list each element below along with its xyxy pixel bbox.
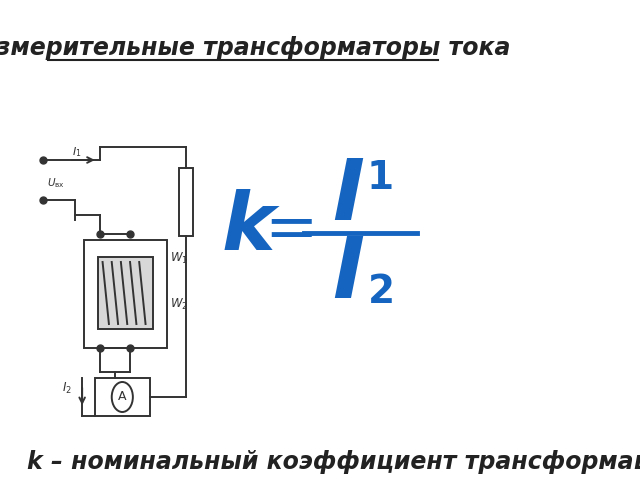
Bar bbox=[179, 168, 193, 236]
Text: $U_{\mathregular{вх}}$: $U_{\mathregular{вх}}$ bbox=[47, 176, 65, 190]
Bar bbox=[98, 257, 152, 329]
Text: k – номинальный коэффициент трансформации: k – номинальный коэффициент трансформаци… bbox=[28, 450, 640, 474]
Text: $=$: $=$ bbox=[252, 197, 314, 259]
Text: $\boldsymbol{1}$: $\boldsymbol{1}$ bbox=[366, 159, 393, 197]
Text: A: A bbox=[118, 391, 127, 404]
Text: $\boldsymbol{2}$: $\boldsymbol{2}$ bbox=[367, 273, 392, 311]
Text: $I_2$: $I_2$ bbox=[63, 381, 72, 396]
Text: $I_1$: $I_1$ bbox=[72, 145, 81, 159]
Bar bbox=[84, 240, 166, 348]
Text: $\boldsymbol{I}$: $\boldsymbol{I}$ bbox=[332, 155, 365, 238]
Text: $\boldsymbol{k}$: $\boldsymbol{k}$ bbox=[221, 189, 281, 267]
Bar bbox=[95, 378, 150, 416]
Text: $\boldsymbol{I}$: $\boldsymbol{I}$ bbox=[332, 232, 365, 315]
Text: Измерительные трансформаторы тока: Измерительные трансформаторы тока bbox=[0, 36, 511, 60]
Text: $W_2$: $W_2$ bbox=[170, 297, 188, 312]
Text: $W_1$: $W_1$ bbox=[170, 251, 188, 266]
